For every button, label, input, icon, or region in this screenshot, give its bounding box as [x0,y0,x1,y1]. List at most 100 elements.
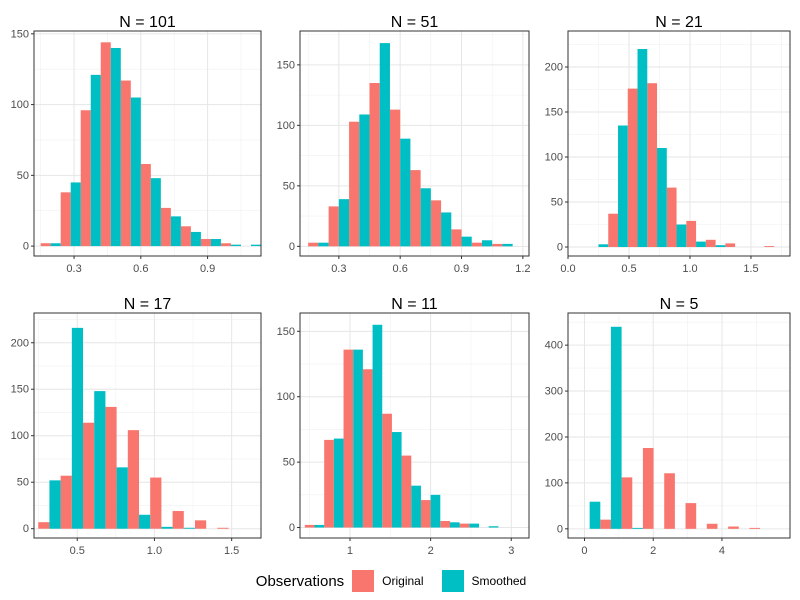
panel-5-smoothed-bar [314,524,325,528]
panel-2-smoothed-bar [359,114,370,247]
panel-1-original-bar [100,42,111,247]
panel-6-smoothed-bar [589,501,601,529]
panel-5-x-tick-label: 3 [508,545,514,557]
panel-3-y-tick-label: 100 [545,152,563,164]
legend: Observations Original Smoothed [0,566,800,596]
panel-5-original-bar [459,523,470,528]
panel-1-x-tick-label: 0.3 [66,263,81,275]
panel-4-original-bar [105,406,117,529]
panel-2-original-bar [471,242,482,247]
panel-4-y-tick-label: 50 [17,477,29,489]
panel-1-smoothed-bar [70,182,81,247]
panel-2-smoothed-bar [502,243,513,247]
panel-5-smoothed-bar [372,324,383,528]
panel-2-y-tick-label: 50 [283,180,295,192]
panel-6-y-tick-label: 300 [545,386,563,398]
panel-6-original-bar [642,448,654,529]
panel-6-original-bar [600,519,611,529]
panel-4-smoothed-bar [94,391,106,529]
panel-4-smoothed-bar [71,327,84,529]
panel-1-y-tick-label: 100 [11,99,29,111]
panel-1-smoothed-bar [170,216,181,247]
panel-2-border [299,30,530,257]
panel-3-y-tick-label: 0 [557,242,563,254]
panel-1-y-tick-label: 0 [23,241,29,253]
panel-2-x-tick-label: 0.6 [393,263,408,275]
panel-6-original-bar [664,473,675,529]
panel-3-smoothed-bar [637,49,648,247]
panel-6-y-tick-label: 100 [545,477,563,489]
panel-5-smoothed-bar [449,522,460,528]
legend-title: Observations [255,572,345,590]
panel-2-smoothed-bar [379,43,390,247]
panel-2-original-bar [451,229,462,247]
panel-1-smoothed-bar [150,178,161,247]
panel-6-original-bar [685,503,697,529]
panel-3-border [567,30,791,257]
panel-3-original-bar [608,213,619,247]
legend-label-smoothed: Smoothed [471,574,527,588]
panel-5-y-tick-label: 100 [277,391,295,403]
panel-4-smoothed-bar [49,480,61,529]
panel-3-original-bar [764,246,775,247]
panel-1-original-bar [120,80,131,247]
panel-2-original-bar [369,83,380,247]
panel-3-y-tick-label: 150 [545,107,563,119]
panel-1-original-bar [80,110,91,247]
panel-4-y-tick-label: 200 [11,337,29,349]
panel-1-original-bar [60,192,71,247]
panel-6-x-tick-label: 4 [719,545,725,557]
panel-3-background [568,31,790,256]
panel-5-smoothed-bar [333,438,344,528]
panel-3-x-tick-label: 1.0 [682,263,697,275]
panel-2-smoothed-bar [400,138,411,247]
panel-4-smoothed-bar [183,527,195,529]
panel-6-original-bar [749,527,761,529]
panel-3-smoothed-bar [598,244,609,247]
legend-swatch-original [352,570,375,592]
panel-1-original-bar [200,239,211,247]
panel-2-smoothed-bar [338,199,350,247]
panel-5-y-tick-label: 50 [283,457,295,469]
panel-1-original-bar [140,164,151,247]
panel-4-original-bar [194,520,207,529]
panel-4-y-tick-label: 0 [23,523,29,535]
panel-3-smoothed-bar [696,241,706,247]
panel-2-x-tick-label: 0.9 [454,263,469,275]
legend-item-smoothed: Smoothed [441,570,535,592]
panel-1-smoothed-bar [230,244,241,247]
panel-4-x-tick-label: 1.0 [147,545,162,557]
panel-6-y-tick-label: 400 [545,340,563,352]
panel-5-original-bar [401,455,412,528]
panel-2-smoothed-bar [441,212,452,247]
panel-4-y-tick-label: 100 [11,430,29,442]
panel-1-original-bar [180,226,191,247]
panel-6-original-bar [728,526,739,529]
panel-2-original-bar [430,200,442,247]
panel-2-original-bar [389,109,401,247]
panel-3-x-tick-label: 0.5 [621,263,636,275]
panel-5-title: N = 11 [391,296,438,313]
panel-6-smoothed-bar [610,326,622,529]
panel-5-y-tick-label: 150 [277,326,295,338]
panel-2-title: N = 51 [391,14,439,31]
panel-2-y-tick-label: 150 [277,59,295,71]
panel-2-original-bar [308,242,319,247]
panel-1-smoothed-bar [50,243,61,247]
panel-1-original-bar [40,243,51,247]
panel-5-smoothed-bar [411,485,421,528]
panel-5-original-bar [420,500,431,528]
panel-6-original-bar [706,523,718,529]
panel-3-original-bar [647,83,658,247]
panel-4-title: N = 17 [124,296,172,313]
panel-3-original-bar [686,220,697,247]
panel-1-original-bar [220,243,231,247]
panel-3-smoothed-bar [618,125,628,247]
panel-1-y-tick-label: 150 [11,28,29,40]
panel-4-y-tick-label: 150 [11,384,29,396]
panel-6-y-tick-label: 200 [545,431,563,443]
panel-2-original-bar [410,170,421,247]
panel-5-smoothed-bar [391,432,402,528]
panel-2-y-tick-label: 100 [277,120,295,132]
